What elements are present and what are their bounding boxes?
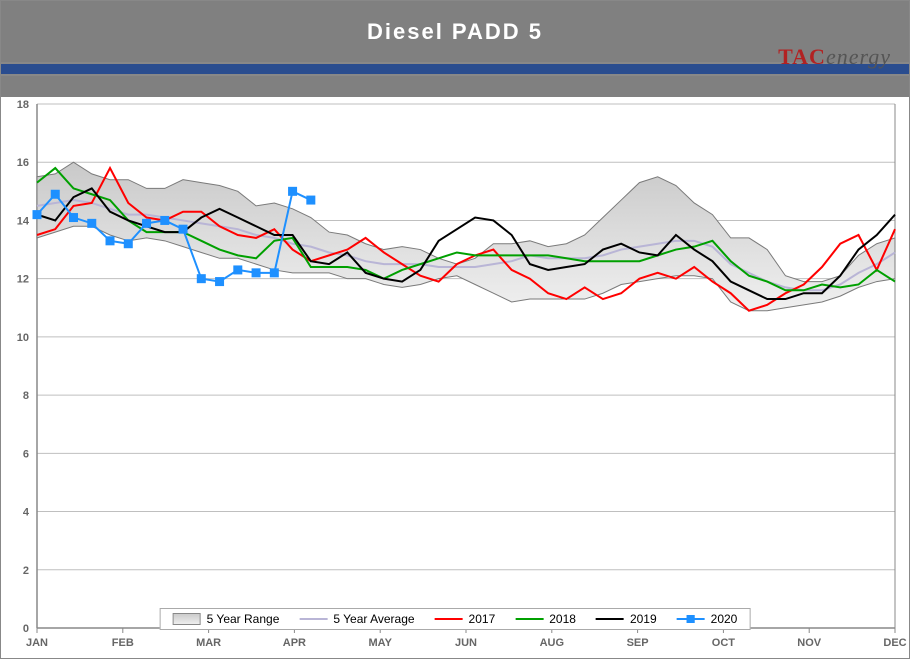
svg-text:14: 14 (17, 215, 30, 227)
svg-text:6: 6 (23, 448, 29, 460)
legend-swatch-2017 (435, 618, 463, 620)
svg-text:10: 10 (17, 332, 29, 344)
svg-text:DEC: DEC (883, 637, 906, 649)
chart-title: Diesel PADD 5 (367, 19, 543, 45)
legend-swatch-2019 (596, 618, 624, 620)
logo-energy: energy (826, 44, 891, 69)
svg-text:12: 12 (17, 274, 29, 286)
legend-item-2019: 2019 (596, 612, 657, 626)
svg-text:4: 4 (23, 507, 30, 519)
svg-text:AUG: AUG (540, 637, 564, 649)
svg-text:JUN: JUN (455, 637, 477, 649)
svg-text:SEP: SEP (627, 637, 649, 649)
blue-divider (1, 62, 909, 76)
chart-frame: Diesel PADD 5 TACenergy 0 2 4 6 8 10 12 14 16 18 J… (0, 0, 910, 659)
svg-text:2: 2 (23, 565, 29, 577)
legend-item-2018: 2018 (515, 612, 576, 626)
legend-label-2019: 2019 (630, 612, 657, 626)
legend-item-avg: 5 Year Average (299, 612, 414, 626)
gray-subheader (1, 76, 909, 98)
chart-plot-area: 0 2 4 6 8 10 12 14 16 18 JAN FEB MAR APR MAY JUN AUG SEP O… (1, 98, 909, 658)
chart-header: Diesel PADD 5 TACenergy (1, 1, 909, 62)
svg-text:OCT: OCT (712, 637, 736, 649)
svg-text:JAN: JAN (26, 637, 48, 649)
svg-text:16: 16 (17, 157, 29, 169)
legend-label-avg: 5 Year Average (333, 612, 414, 626)
legend-item-2020: 2020 (677, 612, 738, 626)
legend-item-2017: 2017 (435, 612, 496, 626)
tac-energy-logo: TACenergy (778, 44, 891, 70)
chart-svg: 0 2 4 6 8 10 12 14 16 18 JAN FEB MAR APR MAY JUN AUG SEP O… (1, 98, 907, 658)
legend-label-2020: 2020 (711, 612, 738, 626)
logo-tac: TAC (778, 44, 826, 69)
svg-text:MAR: MAR (196, 637, 221, 649)
svg-text:APR: APR (283, 637, 306, 649)
legend-label-2018: 2018 (549, 612, 576, 626)
legend-swatch-2018 (515, 618, 543, 620)
legend-label-2017: 2017 (469, 612, 496, 626)
svg-text:NOV: NOV (797, 637, 822, 649)
chart-legend: 5 Year Range 5 Year Average 2017 2018 20… (160, 608, 751, 630)
svg-text:0: 0 (23, 623, 29, 635)
legend-swatch-range (173, 613, 201, 625)
legend-swatch-avg (299, 618, 327, 620)
legend-item-range: 5 Year Range (173, 612, 280, 626)
svg-text:FEB: FEB (112, 637, 134, 649)
svg-text:MAY: MAY (368, 637, 392, 649)
legend-label-range: 5 Year Range (207, 612, 280, 626)
svg-text:8: 8 (23, 390, 29, 402)
svg-text:18: 18 (17, 99, 29, 111)
legend-swatch-2020 (677, 613, 705, 625)
